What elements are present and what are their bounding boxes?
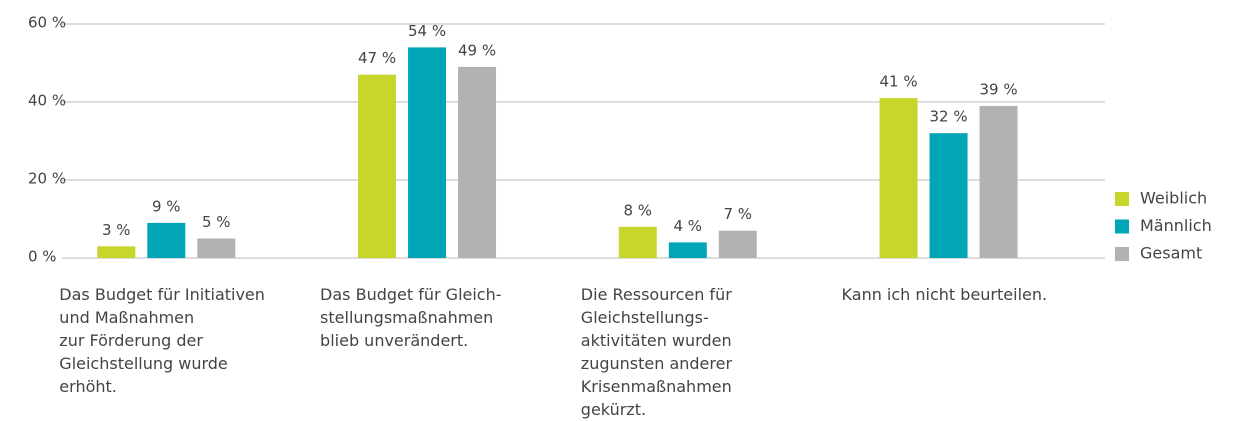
value-label: 47 % [358,49,396,67]
value-label: 4 % [674,217,703,235]
legend-swatch [1115,219,1129,234]
bar [668,242,707,258]
value-label: 9 % [152,197,181,215]
legend-swatch [1115,192,1129,206]
value-label: 54 % [408,22,446,40]
value-label: 41 % [879,73,917,91]
value-label: 7 % [724,205,753,223]
y-tick-label: 20 % [28,170,66,188]
x-tick-label: Die Ressourcen für Gleichstellungs- akti… [580,285,733,419]
x-tick-label: Das Budget für Gleich- stellungsmaßnahme… [320,285,502,350]
legend-label: Gesamt [1140,244,1202,263]
legend-label: Männlich [1140,216,1212,235]
bar [97,246,136,258]
legend-label: Weiblich [1140,189,1207,208]
value-label: 5 % [202,213,231,231]
y-tick-label: 60 % [28,14,66,32]
bar [408,47,447,259]
y-tick-label: 40 % [28,92,66,110]
x-tick-label: Kann ich nicht beurteilen. [841,285,1048,304]
legend-swatch [1115,247,1129,261]
bar [358,74,397,258]
y-tick-label: 0 % [28,248,57,266]
value-label: 49 % [458,41,496,59]
value-label: 32 % [929,108,967,126]
value-label: 8 % [624,201,653,219]
bar [718,230,757,258]
x-tick-label: Das Budget für Initiativen und Maßnahmen… [59,285,265,396]
bar [197,238,236,258]
value-label: 39 % [979,80,1017,98]
bar [879,98,918,258]
bar [458,66,497,259]
bar [618,226,657,258]
bar [929,133,968,258]
bar [979,105,1018,259]
bar [147,222,186,258]
value-label: 3 % [102,221,131,239]
